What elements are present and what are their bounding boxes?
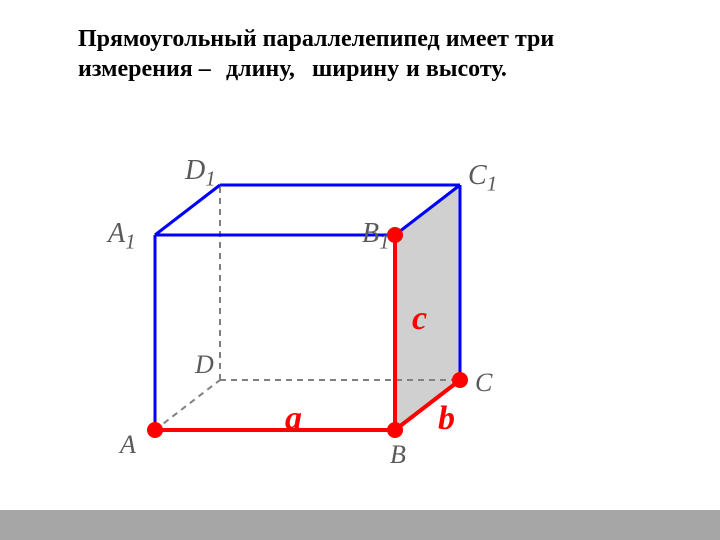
- point-A: [147, 422, 163, 438]
- point-B: [387, 422, 403, 438]
- edge-AD: [155, 380, 220, 430]
- edge-label-b: b: [438, 400, 455, 438]
- label-B1: B1: [362, 218, 390, 255]
- label-C1: C1: [468, 160, 497, 197]
- edge-D1A1: [155, 185, 220, 235]
- label-B: B: [390, 440, 406, 470]
- label-D: D: [195, 350, 214, 380]
- label-C: C: [475, 368, 492, 398]
- label-A1: A1: [108, 218, 136, 255]
- parallelepiped-diagram: [0, 0, 720, 540]
- footer-bar: [0, 510, 720, 540]
- label-A: A: [120, 430, 136, 460]
- shaded-face: [395, 185, 460, 430]
- point-C: [452, 372, 468, 388]
- edge-label-a: a: [285, 400, 302, 438]
- edge-label-c: c: [412, 300, 427, 338]
- label-D1: D1: [185, 155, 216, 192]
